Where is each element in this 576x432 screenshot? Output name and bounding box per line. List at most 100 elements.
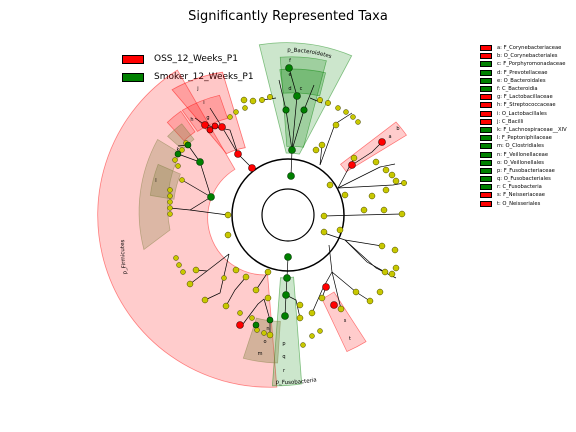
clade-key-swatch [480, 184, 492, 191]
clade-key-swatch [480, 176, 492, 183]
sector-fusobacteria [271, 276, 303, 387]
clade-key-item: l: F_Peptoniphilaceae [480, 134, 567, 142]
phylum-label-firmicutes-text: p_Firmicutes [120, 239, 129, 274]
clade-key-label: d: F_Prevotellaceae [497, 69, 548, 76]
clade-key-swatch [480, 118, 492, 125]
clade-key-item: g: F_Lactobacillaceae [480, 93, 567, 101]
sector-l [149, 163, 181, 200]
legend-label-smoker: Smoker_12_Weeks_P1 [154, 72, 254, 82]
sector-letter-h: h [190, 117, 193, 123]
clade-key-item: i: O_Lactobacillales [480, 110, 567, 118]
clade-key-swatch [480, 167, 492, 174]
sector-letter-n: n [266, 326, 269, 332]
clade-key-item: f: C_Bacteroidia [480, 85, 567, 93]
sector-letter-q: q [282, 354, 285, 360]
clade-key-item: n: F_Veillonellaceae [480, 150, 567, 158]
red-nodes [201, 121, 386, 329]
clade-key-swatch [480, 192, 492, 199]
sector-h [166, 110, 196, 142]
sector-letter-a: a [388, 134, 391, 140]
sector-letters: f e d c j i g h k l m o n r q p t s b a [155, 58, 399, 374]
clade-key-item: a: F_Corynebacteriaceae [480, 44, 567, 52]
sector-letter-f: f [289, 58, 291, 64]
clade-key-label: s: F_Neisseriaceae [497, 192, 545, 199]
sector-letter-g: g [206, 115, 209, 121]
legend-swatch-oss [122, 54, 144, 64]
sector-bacteroidales [279, 56, 327, 148]
root-center [261, 188, 315, 242]
clade-key-label: g: F_Lactobacillaceae [497, 94, 553, 101]
sector-letter-o: o [263, 339, 266, 345]
sector-letter-p: p [282, 341, 285, 347]
phylum-label-fusobacteria: p_Fusobacteria [275, 377, 317, 386]
clade-key-label: t: O_Neisseriales [497, 200, 541, 207]
clade-key-item: b: O_Corynebacteriales [480, 52, 567, 60]
clade-key-swatch [480, 110, 492, 117]
clade-key-item: e: O_Bacteroidales [480, 77, 567, 85]
clade-key-label: f: C_Bacteroidia [497, 86, 538, 93]
clade-key-swatch [480, 135, 492, 142]
sector-letter-d: d [288, 86, 291, 92]
clade-key: a: F_Corynebacteriaceae b: O_Corynebacte… [480, 44, 567, 208]
clade-key-label: k: F_Lachnospiraceae__XIV [497, 126, 567, 133]
sector-g [181, 94, 229, 132]
clade-key-item: h: F_Streptococcaceae [480, 101, 567, 109]
clade-key-label: h: F_Streptococcaceae [497, 102, 556, 109]
clade-key-item: s: F_Neisseriaceae [480, 191, 567, 199]
clade-key-label: p: F_Fusobacteriaceae [497, 167, 555, 174]
legend-label-oss: OSS_12_Weeks_P1 [154, 54, 238, 64]
sector-letter-j: j [196, 86, 198, 92]
figure-title: Significantly Represented Taxa [188, 9, 388, 24]
legend-item-smoker: Smoker_12_Weeks_P1 [122, 68, 254, 86]
clade-key-label: b: O_Corynebacteriales [497, 53, 558, 60]
clade-key-label: q: O_Fusobacteriales [497, 176, 551, 183]
clade-key-swatch [480, 53, 492, 60]
clade-key-item: t: O_Neisseriales [480, 200, 567, 208]
sector-c [279, 68, 327, 97]
clade-key-item: j: C_Bacilli [480, 118, 567, 126]
clade-key-swatch [480, 61, 492, 68]
clade-key-label: m: O_Clostridiales [497, 143, 544, 150]
green-nodes [174, 64, 308, 329]
clade-key-item: q: O_Fusobacteriales [480, 175, 567, 183]
clade-key-label: l: F_Peptoniphilaceae [497, 135, 552, 142]
clade-key-swatch [480, 126, 492, 133]
clade-key-item: r: C_Fusobacteria [480, 183, 567, 191]
legend-item-oss: OSS_12_Weeks_P1 [122, 50, 254, 68]
clade-key-label: i: O_Lactobacillales [497, 110, 547, 117]
clade-key-swatch [480, 159, 492, 166]
sector-letter-b: b [396, 126, 399, 132]
clade-key-label: n: F_Veillonellaceae [497, 151, 549, 158]
root-ring [231, 158, 345, 272]
clade-key-swatch [480, 94, 492, 101]
clade-key-item: o: O_Veillonellales [480, 159, 567, 167]
sector-letter-m: m [258, 351, 263, 357]
sector-m-veillonellales [242, 317, 281, 364]
clade-key-swatch [480, 102, 492, 109]
clade-key-swatch [480, 200, 492, 207]
leaf-nodes [167, 94, 407, 348]
clade-key-item: c: F_Porphyromonadaceae [480, 60, 567, 68]
phylum-label-firmicutes: p_Firmicutes [120, 239, 129, 274]
sector-firmicutes [97, 69, 278, 388]
sector-letter-c: c [300, 86, 303, 92]
clade-key-label: c: F_Porphyromonadaceae [497, 61, 566, 68]
sector-letter-i: i [203, 100, 204, 106]
clade-key-label: a: F_Corynebacteriaceae [497, 45, 562, 52]
clade-key-label: o: O_Veillonellales [497, 159, 544, 166]
sector-letter-e: e [288, 72, 291, 78]
sector-letter-k: k [177, 147, 180, 153]
legend-swatch-smoker [122, 72, 144, 82]
sector-letter-r: r [283, 368, 286, 374]
sector-letter-t: t [349, 336, 351, 342]
clade-key-item: m: O_Clostridiales [480, 142, 567, 150]
clade-key-label: j: C_Bacilli [497, 118, 524, 125]
clade-key-item: d: F_Prevotellaceae [480, 69, 567, 77]
clade-key-swatch [480, 45, 492, 52]
clade-key-label: r: C_Fusobacteria [497, 184, 542, 191]
clade-key-swatch [480, 151, 492, 158]
clade-key-label: e: O_Bacteroidales [497, 77, 546, 84]
clade-key-swatch [480, 69, 492, 76]
clade-key-item: p: F_Fusobacteriaceae [480, 167, 567, 175]
